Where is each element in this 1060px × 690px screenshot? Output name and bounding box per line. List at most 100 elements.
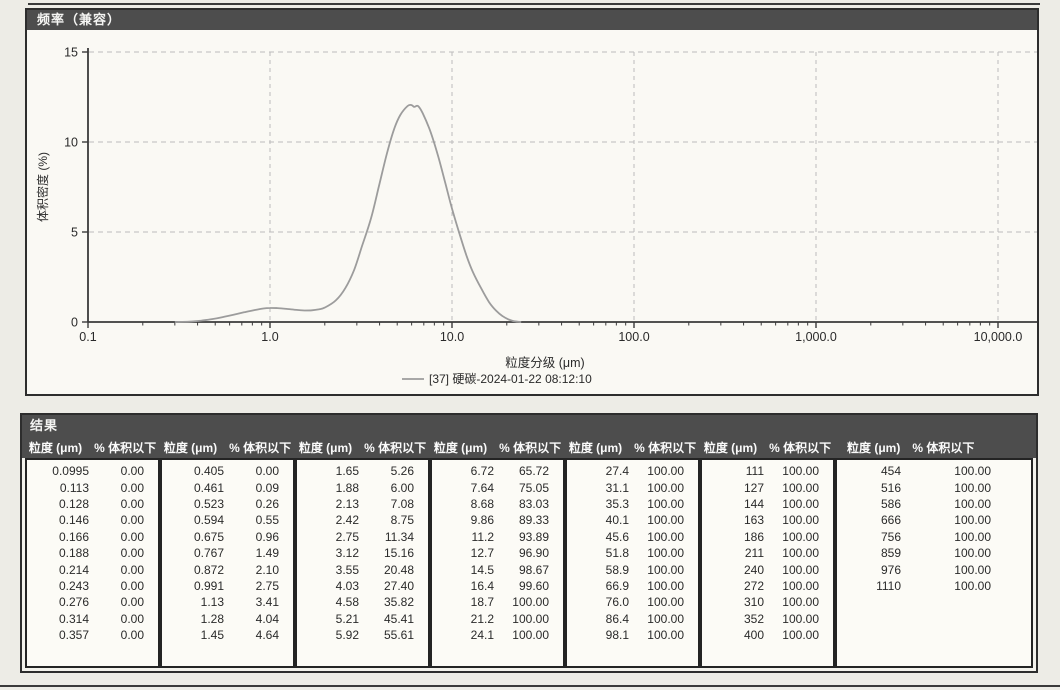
cell-cumulative-volume: 5.26 [390,464,414,479]
cell-cumulative-volume: 45.41 [383,611,414,626]
cell-cumulative-volume: 27.40 [383,578,414,593]
table-row: 98.1 100.00 [567,627,698,643]
table-row: 0.594 0.55 [162,512,293,528]
cell-cumulative-volume: 100.00 [782,513,819,528]
table-row: 0.461 0.09 [162,479,293,495]
page-bottom-rule [0,685,1060,687]
cell-cumulative-volume: 11.34 [384,529,414,544]
cell-cumulative-volume: 100.00 [782,611,819,626]
table-row: 86.4 100.00 [567,611,698,627]
cell-particle-size: 272 [743,578,764,593]
distribution-curve [174,103,522,323]
legend-label: [37] 硬碳-2024-01-22 08:12:10 [429,372,592,386]
column-header-cumulative: % 体积以下 [634,440,697,455]
table-row: 27.4 100.00 [567,463,698,479]
table-row: 0.276 0.00 [27,594,158,610]
cell-cumulative-volume: 98.67 [518,562,549,577]
cell-particle-size: 24.1 [470,628,494,643]
table-row: 1.65 5.26 [297,463,428,479]
column-header-cumulative: % 体积以下 [229,440,292,455]
table-row: 0.166 0.00 [27,529,158,545]
cell-cumulative-volume: 100.00 [647,562,684,577]
cell-cumulative-volume: 6.00 [390,480,414,495]
cell-particle-size: 127 [743,480,764,495]
cell-cumulative-volume: 96.90 [518,546,549,561]
cell-cumulative-volume: 100.00 [954,496,991,511]
page-top-rule [28,3,1040,5]
table-row: 0.188 0.00 [27,545,158,561]
column-header-pair: 粒度 (μm) % 体积以下 [25,439,160,456]
y-tick-label: 0 [71,316,78,330]
cell-particle-size: 7.64 [470,480,494,495]
gridlines [89,51,1037,322]
cell-particle-size: 98.1 [605,628,629,643]
cell-particle-size: 352 [743,611,764,626]
cell-particle-size: 2.13 [335,496,359,511]
cell-particle-size: 1110 [876,578,901,593]
table-row: 35.3 100.00 [567,496,698,512]
cell-particle-size: 0.523 [193,496,224,511]
table-row: 2.42 8.75 [297,512,428,528]
table-column-group: 1.65 5.26 1.88 6.00 2.13 7.08 2.42 8.75 2.75 11.3… [295,458,430,668]
table-row: 0.767 1.49 [162,545,293,561]
table-row: 111 100.00 [702,463,833,479]
cell-particle-size: 8.68 [470,496,494,511]
x-tick-label: 1.0 [261,330,278,344]
cell-particle-size: 0.243 [58,578,89,593]
table-row: 400 100.00 [702,627,833,643]
column-header-size: 粒度 (μm) [847,440,901,455]
cell-cumulative-volume: 99.60 [518,578,549,593]
table-row: 0.675 0.96 [162,529,293,545]
cell-cumulative-volume: 0.09 [255,480,279,495]
y-tick-label: 10 [64,136,78,150]
column-header-size: 粒度 (μm) [28,440,83,455]
cell-cumulative-volume: 0.26 [255,496,279,511]
cell-particle-size: 0.214 [58,562,89,577]
results-table-header: 粒度 (μm)% 体积以下 粒度 (μm)% 体积以下 粒度 (μm)% 体积以下粒… [22,436,1036,458]
cell-particle-size: 186 [743,529,764,544]
cell-particle-size: 1.13 [200,595,224,610]
cell-cumulative-volume: 0.00 [255,464,279,479]
cell-particle-size: 1.45 [200,628,224,643]
cell-cumulative-volume: 100.00 [647,496,684,511]
cell-cumulative-volume: 100.00 [782,595,819,610]
column-header-pair: 粒度 (μm) % 体积以下 [565,439,700,456]
table-row: 0.405 0.00 [162,463,293,479]
table-row: 127 100.00 [702,479,833,495]
cell-cumulative-volume: 100.00 [647,611,684,626]
cell-cumulative-volume: 100.00 [512,611,549,626]
table-row: 11.2 93.89 [432,529,563,545]
cell-particle-size: 0.146 [58,513,89,528]
cell-cumulative-volume: 100.00 [647,529,684,544]
table-row: 144 100.00 [702,496,833,512]
cell-particle-size: 0.405 [193,464,224,479]
cell-particle-size: 400 [743,628,764,643]
cell-particle-size: 11.2 [471,529,494,544]
cell-cumulative-volume: 100.00 [647,628,684,643]
table-row: 454 100.00 [837,463,1031,479]
results-table-panel: 结果 粒度 (μm)% 体积以下 粒度 (μm)% 体积以下 粒度 (μm)% 体积… [20,413,1038,673]
table-row: 9.86 89.33 [432,512,563,528]
cell-particle-size: 859 [880,546,901,561]
cell-cumulative-volume: 1.49 [255,546,279,561]
table-row: 859 100.00 [837,545,1031,561]
cell-cumulative-volume: 0.00 [120,578,144,593]
table-row: 516 100.00 [837,479,1031,495]
table-row: 24.1 100.00 [432,627,563,643]
cell-cumulative-volume: 100.00 [512,595,549,610]
x-tick-label: 1,000.0 [795,330,837,344]
cell-cumulative-volume: 0.55 [255,513,279,528]
cell-particle-size: 0.594 [193,513,224,528]
cell-particle-size: 756 [880,529,901,544]
table-row: 0.991 2.75 [162,578,293,594]
cell-particle-size: 9.86 [470,513,494,528]
cell-particle-size: 310 [743,595,764,610]
table-row: 51.8 100.00 [567,545,698,561]
table-row: 4.58 35.82 [297,594,428,610]
cell-particle-size: 111 [745,464,764,479]
cell-particle-size: 2.75 [335,529,359,544]
table-row: 0.243 0.00 [27,578,158,594]
table-row: 31.1 100.00 [567,479,698,495]
cell-cumulative-volume: 100.00 [782,628,819,643]
table-row: 0.128 0.00 [27,496,158,512]
